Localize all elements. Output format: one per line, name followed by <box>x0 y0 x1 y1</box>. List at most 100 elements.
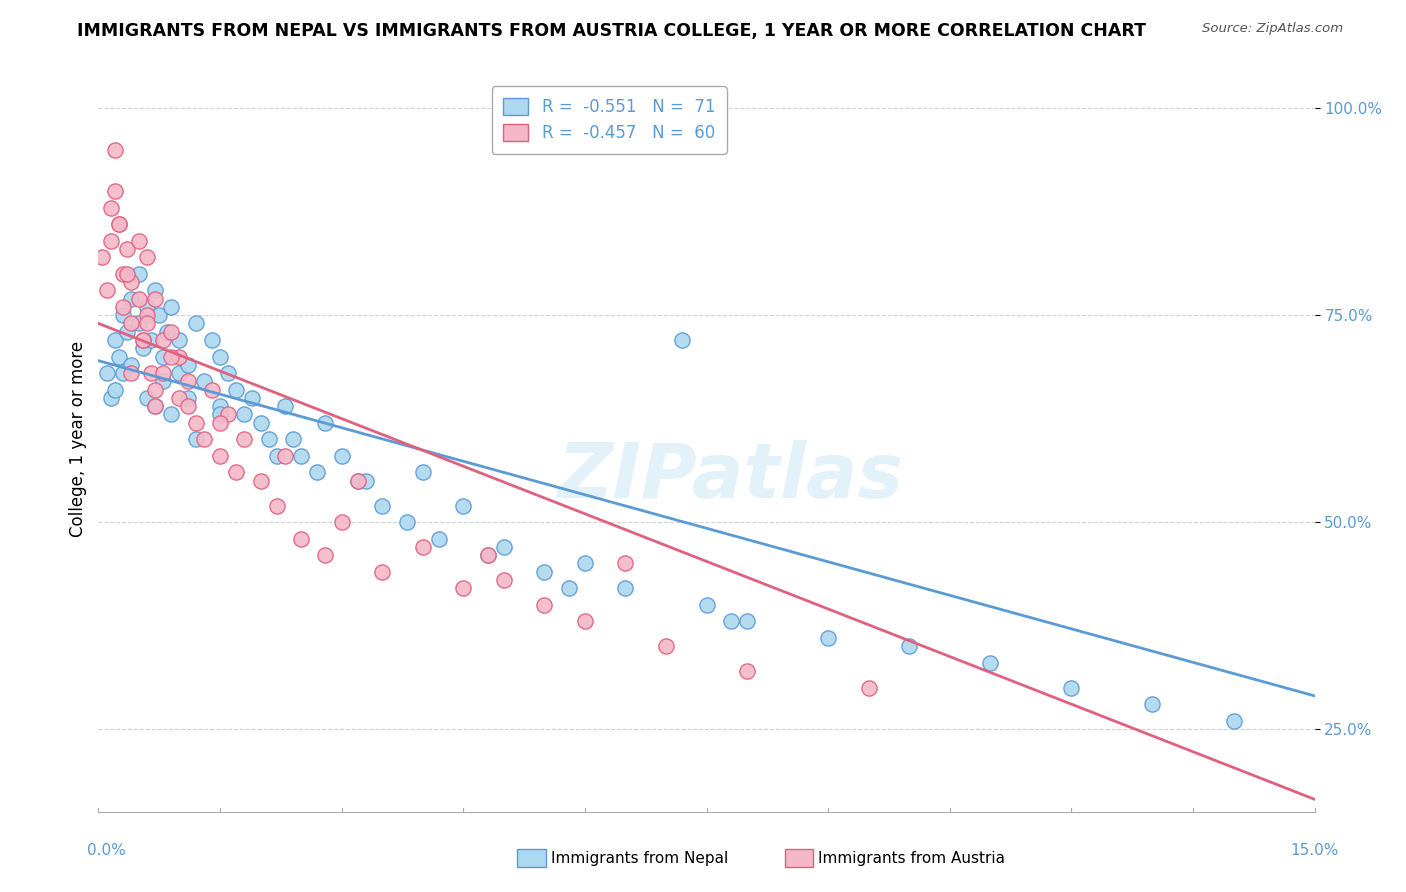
Point <box>281 433 304 447</box>
Text: Source: ZipAtlas.com: Source: ZipAtlas.com <box>1202 22 1343 36</box>
Point <box>132 333 155 347</box>
Point <box>136 300 159 314</box>
Point <box>143 383 166 397</box>
Point <box>96 366 118 380</box>
Point <box>128 317 150 331</box>
Point <box>104 333 127 347</box>
Point <box>104 184 127 198</box>
Point <box>209 408 232 422</box>
Point <box>979 656 1001 670</box>
Point <box>169 391 191 405</box>
Point <box>266 499 288 513</box>
Point <box>193 375 215 389</box>
Point <box>492 573 515 587</box>
Point <box>111 308 134 322</box>
Point <box>100 391 122 405</box>
Point <box>120 358 142 372</box>
Point <box>160 325 183 339</box>
Point <box>152 366 174 380</box>
Text: ZIPatlas: ZIPatlas <box>558 440 904 514</box>
Point <box>176 375 198 389</box>
Point <box>354 474 377 488</box>
Point <box>557 582 579 596</box>
Point <box>1060 681 1083 695</box>
Point <box>225 383 247 397</box>
Point <box>395 515 418 529</box>
Point <box>257 433 280 447</box>
Point <box>574 615 596 629</box>
Point <box>111 267 134 281</box>
Point <box>169 333 191 347</box>
Point <box>111 300 134 314</box>
Point <box>143 292 166 306</box>
Point <box>107 217 129 231</box>
Point <box>128 267 150 281</box>
Point <box>614 582 637 596</box>
Point <box>100 201 122 215</box>
Point <box>274 399 297 413</box>
Point <box>104 383 127 397</box>
Point <box>209 399 232 413</box>
Point <box>314 548 336 562</box>
Point <box>249 416 271 430</box>
Point <box>184 317 207 331</box>
Point <box>91 250 114 264</box>
Point <box>156 325 179 339</box>
Point <box>858 681 880 695</box>
Point <box>209 416 232 430</box>
Point <box>412 466 434 480</box>
Point <box>160 350 183 364</box>
Point <box>453 499 475 513</box>
Point <box>696 598 718 612</box>
Point <box>107 217 129 231</box>
Point <box>371 499 394 513</box>
Point <box>128 292 150 306</box>
Point <box>148 308 170 322</box>
Point <box>412 540 434 554</box>
Point <box>184 433 207 447</box>
Point <box>371 565 394 579</box>
Point <box>735 615 758 629</box>
Point <box>720 615 742 629</box>
Point <box>233 433 256 447</box>
Point <box>160 300 183 314</box>
Point <box>176 391 198 405</box>
Point <box>120 275 142 289</box>
Point <box>898 639 921 653</box>
Point <box>96 284 118 298</box>
Point <box>139 366 162 380</box>
Point <box>330 449 353 463</box>
Point <box>107 350 129 364</box>
Text: IMMIGRANTS FROM NEPAL VS IMMIGRANTS FROM AUSTRIA COLLEGE, 1 YEAR OR MORE CORRELA: IMMIGRANTS FROM NEPAL VS IMMIGRANTS FROM… <box>77 22 1146 40</box>
Point <box>136 250 159 264</box>
Point <box>120 292 142 306</box>
Point <box>169 350 191 364</box>
Point <box>266 449 288 463</box>
Point <box>290 449 312 463</box>
Text: 0.0%: 0.0% <box>87 843 127 857</box>
Point <box>735 664 758 678</box>
Point <box>533 598 555 612</box>
Point <box>128 234 150 248</box>
Point <box>132 341 155 355</box>
Point <box>655 639 678 653</box>
Point <box>427 532 450 546</box>
Point <box>136 317 159 331</box>
Point <box>347 474 370 488</box>
Point <box>152 375 174 389</box>
Point <box>143 284 166 298</box>
Point <box>671 333 693 347</box>
Point <box>242 391 264 405</box>
Point <box>225 466 247 480</box>
Point <box>115 242 138 256</box>
Point <box>132 333 155 347</box>
Point <box>347 474 370 488</box>
Point <box>330 515 353 529</box>
Point <box>217 408 239 422</box>
Legend: R =  -0.551   N =  71, R =  -0.457   N =  60: R = -0.551 N = 71, R = -0.457 N = 60 <box>492 87 727 153</box>
Point <box>314 416 336 430</box>
Point <box>120 317 142 331</box>
Text: Immigrants from Nepal: Immigrants from Nepal <box>551 851 728 865</box>
Point <box>115 267 138 281</box>
Point <box>1222 714 1244 728</box>
